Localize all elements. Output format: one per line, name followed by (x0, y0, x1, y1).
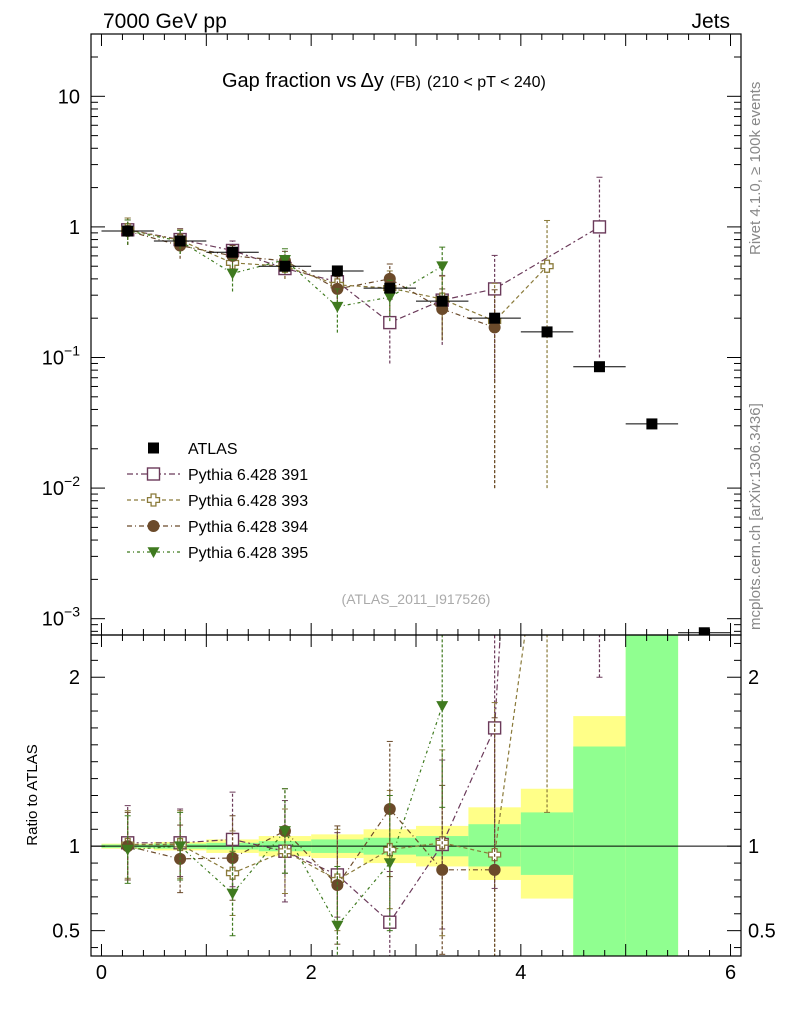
data-point (331, 265, 343, 277)
ratio-point (331, 920, 344, 932)
mc-point (331, 301, 344, 313)
data-point (279, 260, 291, 272)
series-3 (121, 219, 501, 489)
legend-label: Pythia 6.428 391 (188, 467, 308, 484)
legend-marker (147, 547, 160, 558)
mc-point (487, 282, 502, 296)
x-tick-label: 0 (96, 962, 107, 984)
legend-marker (146, 493, 161, 507)
ratio-y-tick-label-right: 0.5 (748, 921, 776, 943)
ratio-point (121, 844, 134, 856)
data-point (436, 295, 448, 307)
rivet-label: Rivet 4.1.0, ≥ 100k events (747, 82, 764, 255)
legend-entry: Pythia 6.428 393 (127, 493, 308, 510)
title-fb: (FB) (390, 74, 421, 91)
mc-point (383, 292, 396, 304)
mc-point (383, 315, 397, 330)
ratio-point (278, 826, 291, 837)
axes: 0 2 4 6 10−3 10−2 10−1 1 10 0.5 0.5 1 1 2 2 (42, 33, 776, 984)
stat-uncertainty-band (625, 635, 679, 956)
header-left: 7000 GeV pp (103, 10, 227, 33)
legend-marker (148, 442, 159, 454)
data-point (489, 312, 501, 324)
main-panel-data (101, 176, 731, 635)
data-point (698, 627, 710, 635)
legend-label: Pythia 6.428 393 (188, 493, 308, 510)
mc-point (383, 272, 396, 285)
header-right: Jets (691, 10, 730, 33)
ratio-y-tick-label-right: 2 (748, 667, 759, 689)
ratio-point (488, 863, 501, 876)
stat-uncertainty-band (520, 812, 574, 875)
legend-entry: Pythia 6.428 391 (127, 467, 308, 484)
legend: ATLAS Pythia 6.428 391 Pythia 6.428 393 Pyt… (127, 441, 308, 562)
mc-point (436, 261, 449, 273)
legend-label: Pythia 6.428 394 (188, 519, 308, 536)
mc-point (488, 321, 501, 334)
ratio-point (436, 701, 449, 712)
title-delta: Δy (361, 70, 384, 92)
legend-entry: Pythia 6.428 395 (127, 545, 308, 562)
chart-title: Gap fraction vs Δy (FB) (210 < pT < 240) (222, 70, 546, 92)
x-tick-label: 6 (725, 962, 736, 984)
ratio-series-line (127, 635, 526, 881)
x-tick-label: 4 (515, 962, 526, 984)
mc-point (278, 254, 291, 266)
mc-point (540, 259, 554, 273)
series-1 (120, 176, 607, 382)
series-2 (121, 217, 554, 489)
ratio-y-tick-label: 1 (69, 836, 80, 858)
ratio-series-4 (121, 635, 449, 956)
y-tick-label: 10 (58, 86, 80, 108)
legend-marker (147, 520, 160, 532)
data-point (646, 418, 658, 430)
ratio-panel-data (120, 635, 603, 956)
ratio-point (331, 879, 344, 892)
y-tick-label: 1 (69, 217, 80, 239)
y-tick-label: 10−2 (42, 473, 80, 500)
data-point (122, 225, 134, 237)
y-tick-label: 10−3 (42, 604, 80, 631)
ratio-y-tick-label: 2 (69, 667, 80, 689)
y-tick-label: 10−1 (42, 342, 80, 369)
legend-label: ATLAS (188, 441, 238, 458)
data-point (174, 235, 186, 247)
legend-entry: Pythia 6.428 394 (127, 519, 308, 536)
analysis-watermark: (ATLAS_2011_I917526) (342, 591, 491, 607)
ratio-y-tick-label: 0.5 (52, 921, 80, 943)
stat-uncertainty-band (573, 746, 626, 956)
legend-marker (146, 467, 161, 481)
mc-point (592, 220, 607, 234)
ratio-point (174, 841, 187, 853)
data-point (384, 282, 396, 294)
data-point (541, 326, 553, 338)
ratio-series-line (127, 808, 495, 886)
data-point (227, 246, 239, 258)
x-tick-label: 2 (306, 962, 317, 984)
legend-entry: ATLAS (148, 441, 238, 458)
mc-point (226, 268, 239, 280)
title-main: Gap fraction vs (222, 70, 357, 92)
ratio-point (383, 858, 396, 870)
ratio-point (226, 888, 239, 900)
atlas-data (101, 225, 731, 635)
ratio-y-tick-label-right: 1 (748, 836, 759, 858)
data-point (593, 361, 605, 373)
mcplots-label: mcplots.cern.ch [arXiv:1306.3436] (747, 403, 764, 630)
title-range: (210 < pT < 240) (427, 74, 546, 91)
series-line (127, 230, 495, 328)
ratio-y-label: Ratio to ATLAS (24, 744, 41, 845)
ratio-point (436, 863, 449, 876)
ratio-series-line (127, 635, 501, 924)
legend-label: Pythia 6.428 395 (188, 545, 308, 562)
series-line (127, 226, 600, 324)
